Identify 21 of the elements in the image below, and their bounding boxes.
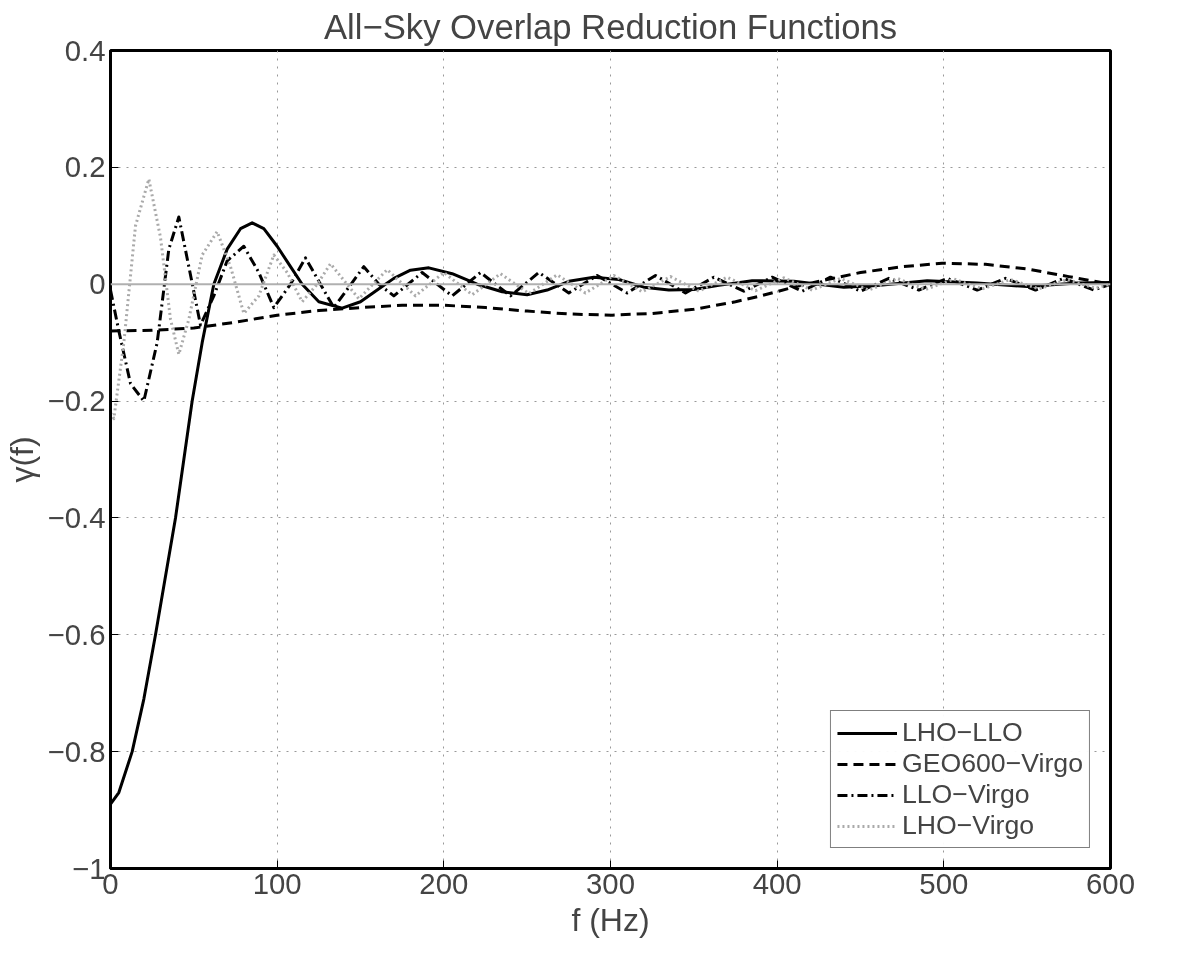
x-tick-label: 100 (252, 866, 302, 900)
x-tick-label: 400 (752, 866, 802, 900)
y-axis-title: γ(f) (3, 436, 40, 483)
y-tick-label: 0.2 (64, 150, 106, 184)
y-tick-label: −0.8 (47, 734, 106, 768)
x-tick-label: 500 (919, 866, 969, 900)
y-tick-label: −0.6 (47, 617, 106, 651)
y-tick-label: 0 (89, 267, 106, 301)
legend-label: LHO−LLO (901, 717, 1023, 748)
x-tick-label: 200 (419, 866, 469, 900)
x-tick-label: 300 (586, 866, 635, 900)
legend-label: LLO−Virgo (901, 779, 1030, 810)
y-tick-label: −0.2 (47, 384, 106, 418)
y-tick-label: −0.4 (47, 500, 106, 534)
x-axis-title: f (Hz) (571, 901, 650, 938)
y-tick-label: 0.4 (64, 33, 106, 67)
line-series (110, 177, 1111, 421)
legend-label: GEO600−Virgo (901, 748, 1083, 779)
x-tick-label: 600 (1086, 866, 1135, 900)
chart-title: All−Sky Overlap Reduction Functions (323, 7, 898, 46)
legend-label: LHO−Virgo (901, 810, 1035, 841)
